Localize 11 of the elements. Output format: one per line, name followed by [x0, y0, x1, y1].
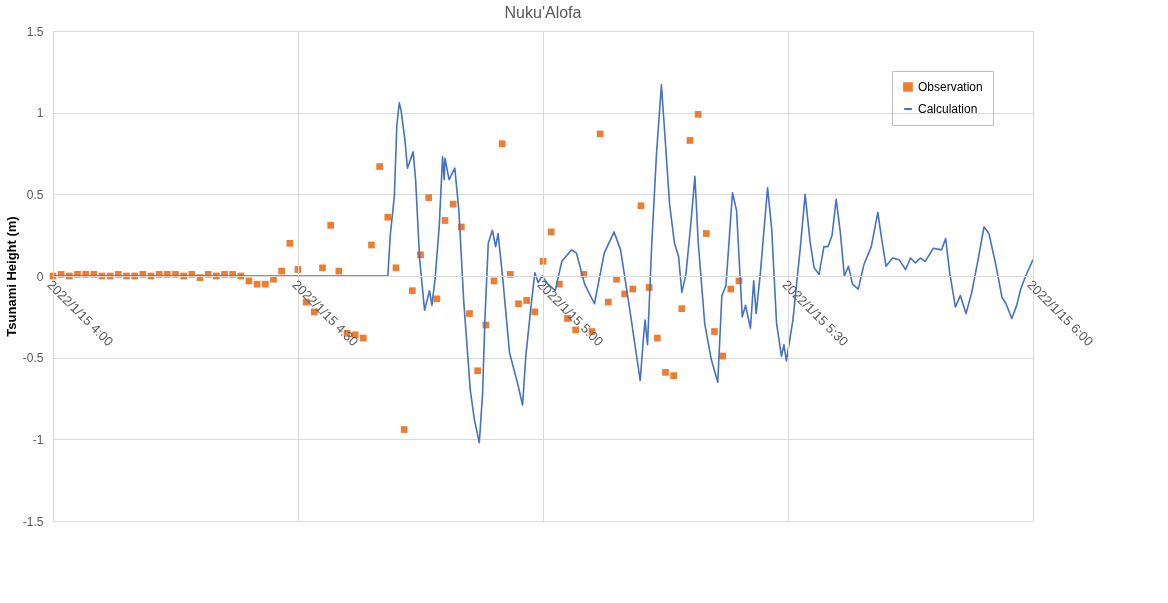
legend-label: Calculation: [918, 102, 978, 116]
y-tick-label: -1: [32, 432, 44, 447]
y-tick-label: 1: [36, 106, 44, 121]
legend-label: Observation: [918, 80, 983, 94]
y-tick-label: -0.5: [22, 351, 44, 366]
chart-title: Nuku'Alofa: [504, 4, 582, 21]
y-tick-label: 0.5: [26, 187, 44, 202]
y-tick-label: -1.5: [22, 514, 44, 529]
y-axis-title: Tsunami Height (m): [3, 216, 19, 337]
y-tick-label: 1.5: [26, 24, 44, 39]
y-tick-label: 0: [36, 269, 44, 284]
